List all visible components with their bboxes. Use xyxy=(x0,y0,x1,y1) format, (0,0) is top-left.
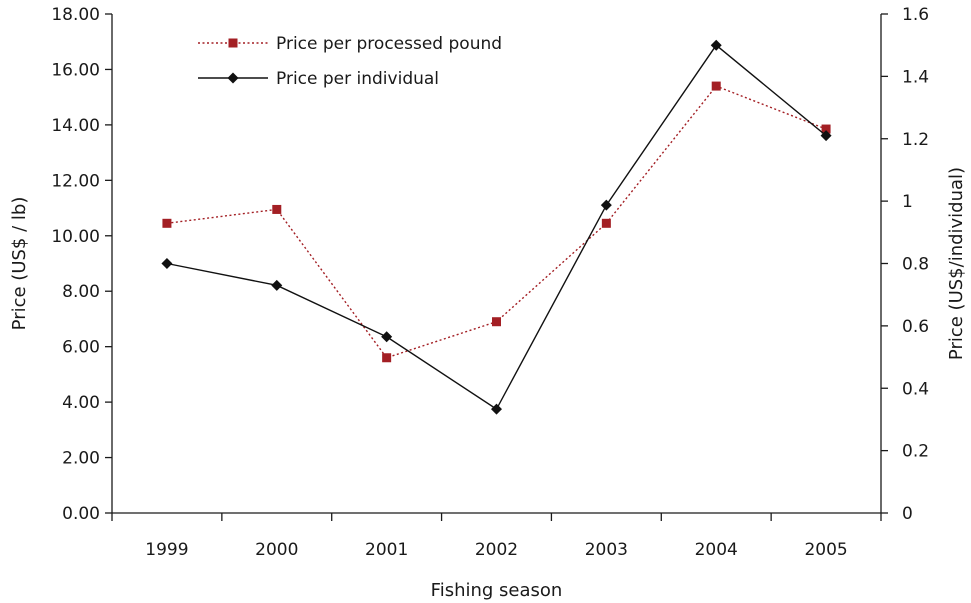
axes: 0.00 2.00 4.00 6.00 8.00 10.00 12.00 14.00 16.00… xyxy=(51,5,929,560)
y-tick-label-right: 1 xyxy=(902,192,913,212)
y-tick-label-right: 1.6 xyxy=(902,5,929,25)
y-tick-label-right: 1.2 xyxy=(902,130,929,150)
data-point-diamond xyxy=(600,199,612,211)
y-tick-label-right: 0.6 xyxy=(902,317,929,337)
data-point-square xyxy=(272,204,282,214)
data-point-diamond xyxy=(227,72,239,84)
legend-label: Price per individual xyxy=(276,69,439,89)
y-tick-label-left: 18.00 xyxy=(51,5,100,25)
y-tick-label-left: 2.00 xyxy=(62,449,100,469)
y-tick-label-left: 6.00 xyxy=(62,338,100,358)
legend-entry: Price per individual xyxy=(198,69,439,89)
y-tick-label-right: 1.4 xyxy=(902,67,929,87)
series-layer xyxy=(161,39,832,415)
y-tick-label-left: 16.00 xyxy=(51,60,100,80)
y-tick-label-right: 0.2 xyxy=(902,442,929,462)
legend-label: Price per processed pound xyxy=(276,34,502,54)
data-point-diamond xyxy=(710,39,722,51)
data-point-square xyxy=(492,317,501,327)
y-tick-label-left: 8.00 xyxy=(62,282,100,302)
data-point-square xyxy=(162,218,172,228)
data-point-diamond xyxy=(271,279,283,291)
series-line xyxy=(166,85,827,359)
x-axis-title: Fishing season xyxy=(431,580,563,601)
data-point-square xyxy=(821,124,831,134)
y-axis-title-right: Price (US$/individual) xyxy=(946,167,967,360)
x-tick-label: 2003 xyxy=(585,540,628,560)
data-point-square xyxy=(711,81,721,91)
x-tick-label: 2004 xyxy=(695,540,738,560)
y-tick-label-left: 10.00 xyxy=(51,227,100,247)
y-tick-label-right: 0.4 xyxy=(902,379,929,399)
legend-entry: Price per processed pound xyxy=(198,34,502,54)
data-point-diamond xyxy=(820,130,832,142)
y-tick-label-left: 4.00 xyxy=(62,393,100,413)
data-point-diamond xyxy=(161,258,173,269)
x-tick-label: 2000 xyxy=(255,540,298,560)
data-point-diamond xyxy=(381,331,393,343)
series-line xyxy=(166,44,827,411)
y-tick-label-right: 0 xyxy=(902,504,913,524)
y-axis-title-left: Price (US$ / lb) xyxy=(9,197,30,331)
data-point-diamond xyxy=(491,403,502,415)
data-point-square xyxy=(382,353,392,363)
y-tick-label-right: 0.8 xyxy=(902,255,929,275)
series-price-per-individual xyxy=(161,39,832,415)
x-tick-label: 2005 xyxy=(804,540,847,560)
y-tick-label-left: 14.00 xyxy=(51,116,100,136)
x-tick-label: 2001 xyxy=(365,540,408,560)
y-tick-label-left: 0.00 xyxy=(62,504,100,524)
x-tick-label: 2002 xyxy=(475,540,518,560)
series-price-per-processed-pound xyxy=(162,81,831,363)
data-point-square xyxy=(228,38,238,48)
x-tick-label: 1999 xyxy=(145,540,188,560)
legend: Price per processed pound Price per indiv… xyxy=(198,34,502,89)
y-tick-label-left: 12.00 xyxy=(51,171,100,191)
data-point-square xyxy=(601,218,611,228)
